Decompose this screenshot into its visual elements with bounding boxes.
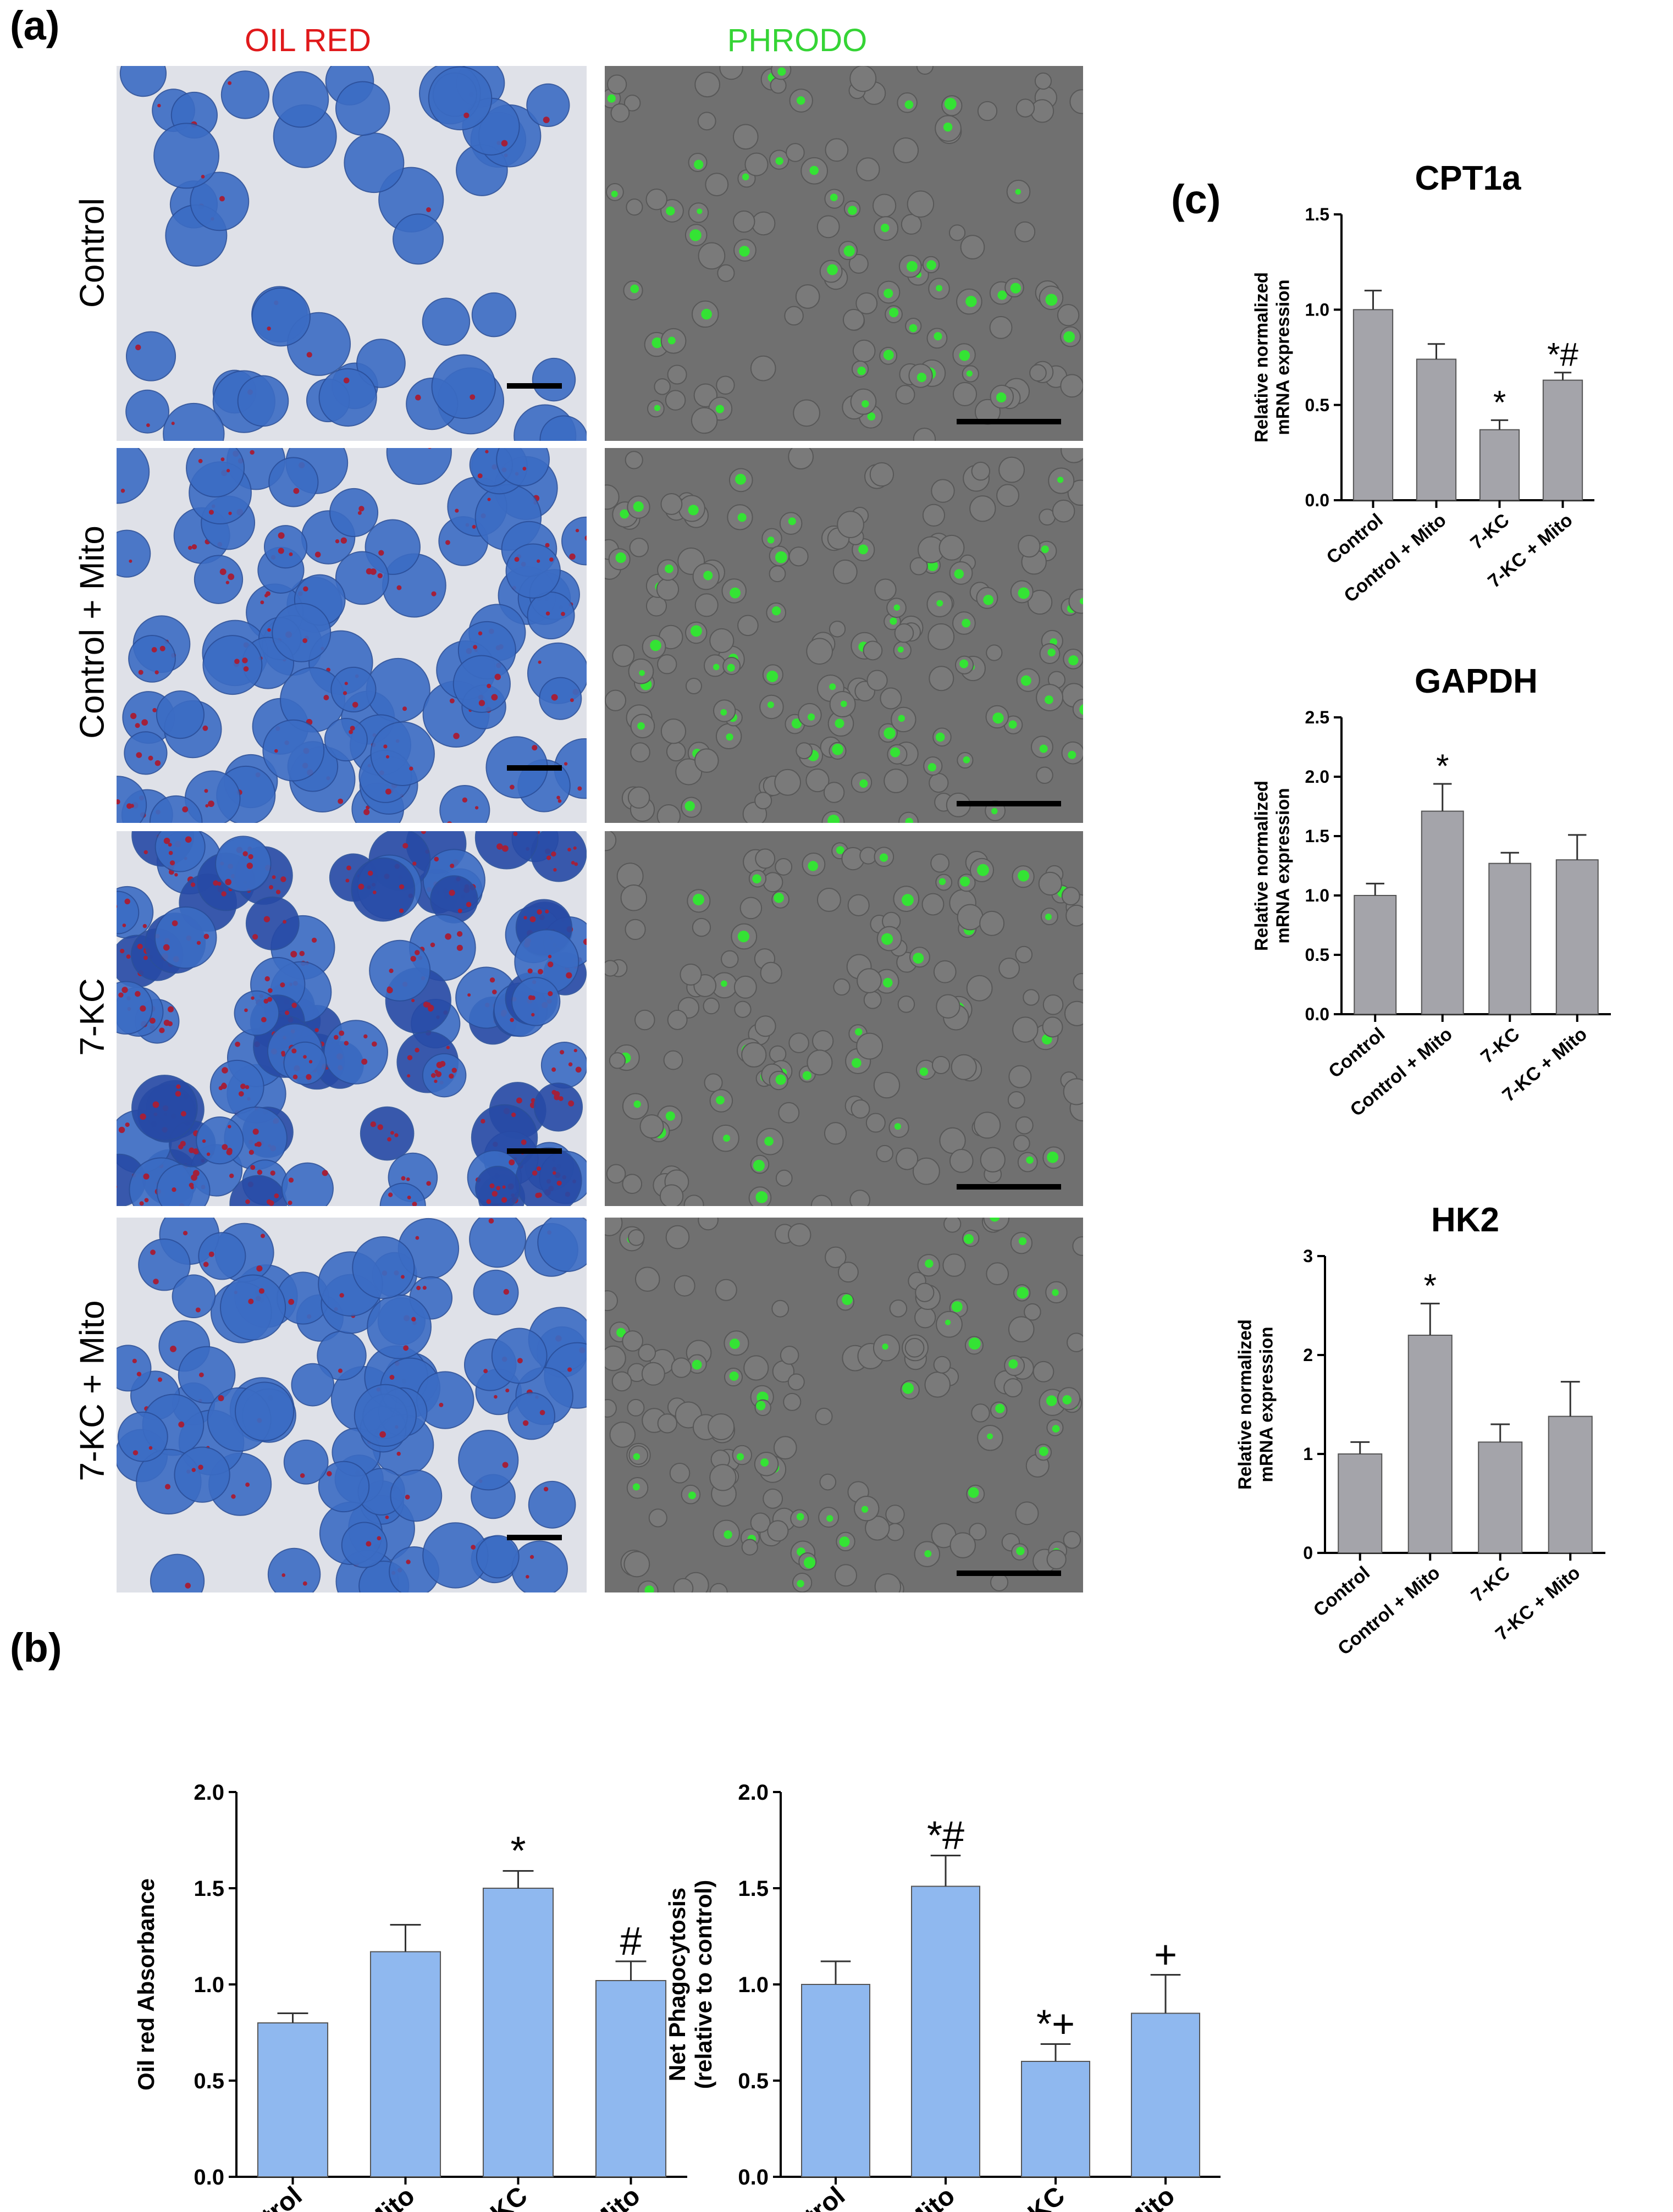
bar (369, 1951, 441, 2177)
chart-title: GAPDH (1415, 662, 1538, 700)
y-tick-label: 3 (1303, 1246, 1313, 1266)
column-header-phrodo: PHRODO (727, 23, 868, 58)
bar (1488, 862, 1532, 1015)
micrograph-oil-red-7kc-mito (117, 1218, 587, 1592)
bar (1548, 1415, 1593, 1554)
y-tick-label: 0.0 (194, 2165, 224, 2189)
significance-marker: * (1424, 1267, 1437, 1304)
y-axis-label: mRNA expression (1273, 788, 1293, 943)
micrograph-phrodo-control-mito (605, 448, 1083, 823)
y-tick-label: 0.5 (1305, 395, 1329, 415)
y-axis-label: mRNA expression (1256, 1326, 1277, 1482)
significance-marker: + (1154, 1933, 1177, 1977)
bar (1338, 1453, 1383, 1553)
y-tick-label: 1.5 (194, 1877, 224, 1901)
x-tick-label: Control (1310, 1562, 1374, 1621)
significance-marker: *# (927, 1814, 964, 1858)
y-tick-label: 2.0 (1305, 767, 1329, 787)
significance-marker: * (1436, 748, 1449, 784)
micrograph-oil-red-control (117, 66, 587, 441)
y-tick-label: 0.5 (194, 2069, 224, 2093)
y-tick-label: 1.0 (1305, 300, 1329, 320)
y-axis-label: (relative to control) (691, 1880, 716, 2089)
bar (1479, 429, 1520, 501)
y-axis-label: Oil red Absorbance (133, 1878, 159, 2091)
y-tick-label: 0.0 (1305, 490, 1329, 510)
y-axis-label: Net Phagocytosis (664, 1888, 690, 2081)
bar (482, 1888, 554, 2177)
bar (257, 2022, 329, 2177)
bar (911, 1885, 980, 2177)
y-tick-label: 1.5 (738, 1877, 769, 1901)
chart-title: HK2 (1431, 1201, 1499, 1239)
significance-marker: # (620, 1920, 642, 1964)
significance-marker: *+ (1036, 2003, 1075, 2047)
column-header-oil-red: OIL RED (245, 23, 371, 58)
y-tick-label: 1.0 (738, 1973, 769, 1997)
bar (595, 1980, 667, 2177)
y-tick-label: 0.5 (1305, 945, 1329, 965)
y-axis-label: mRNA expression (1273, 279, 1293, 435)
y-tick-label: 1.5 (1305, 204, 1329, 224)
bar (1407, 1335, 1453, 1553)
y-tick-label: 0.0 (1305, 1004, 1329, 1024)
y-tick-label: 2.5 (1305, 707, 1329, 727)
y-tick-label: 0 (1303, 1543, 1313, 1563)
y-axis-label: Relative normalized (1251, 781, 1272, 951)
chart-title: CPT1a (1415, 159, 1521, 197)
y-tick-label: 1.0 (1305, 886, 1329, 905)
y-axis-label: Relative normalized (1251, 272, 1272, 443)
y-tick-label: 2.0 (738, 1780, 769, 1805)
bar (1421, 810, 1464, 1015)
y-tick-label: 2 (1303, 1345, 1313, 1365)
micrograph-phrodo-7kc-mito (605, 1218, 1083, 1592)
significance-marker: *# (1547, 336, 1578, 373)
panel-label-c: (c) (1171, 176, 1221, 222)
bar (801, 1984, 870, 2177)
bar (1478, 1441, 1523, 1553)
micrograph-oil-red-control-mito (117, 448, 587, 823)
bar (1416, 358, 1457, 501)
y-tick-label: 0.5 (738, 2069, 769, 2093)
x-tick-label: 7-KC (1467, 1562, 1514, 1606)
panel-label-a: (a) (10, 3, 60, 48)
panel-label-b: (b) (10, 1625, 62, 1671)
y-tick-label: 0.0 (738, 2165, 769, 2189)
y-tick-label: 1 (1303, 1444, 1313, 1464)
bar (1021, 2061, 1090, 2177)
micrograph-oil-red-7kc (117, 831, 587, 1206)
significance-marker: * (510, 1829, 526, 1873)
significance-marker: * (1493, 384, 1506, 421)
micrograph-phrodo-7kc (605, 831, 1083, 1206)
y-tick-label: 1.5 (1305, 826, 1329, 846)
y-tick-label: 1.0 (194, 1973, 224, 1997)
micrograph-phrodo-control (605, 66, 1083, 441)
y-tick-label: 2.0 (194, 1780, 224, 1805)
bar (1131, 2012, 1200, 2177)
y-axis-label: Relative normalized (1235, 1319, 1255, 1490)
